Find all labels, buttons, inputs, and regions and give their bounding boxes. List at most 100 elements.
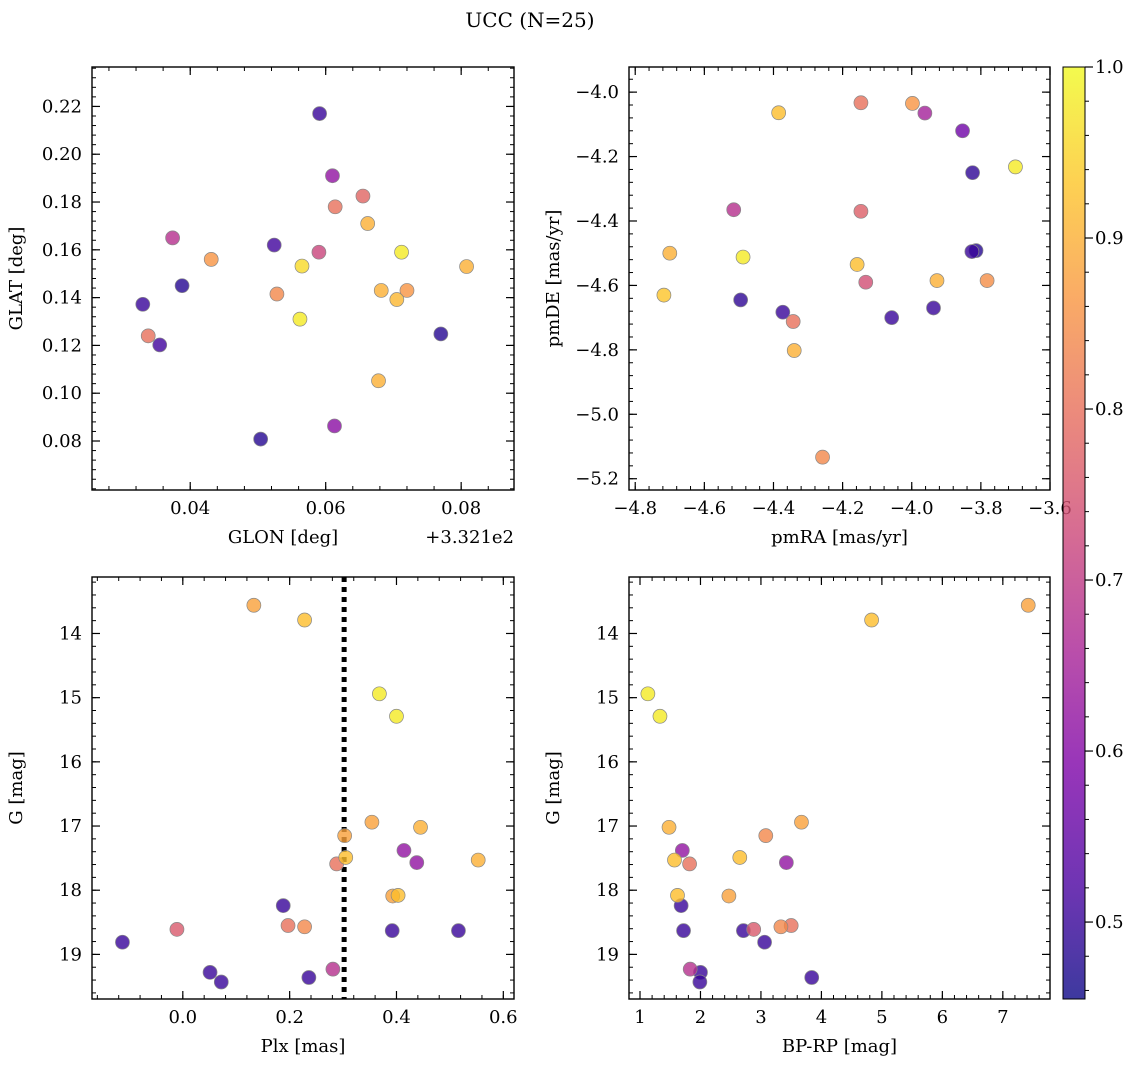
axes-frame bbox=[91, 66, 515, 491]
y-tick-label: −4.0 bbox=[575, 82, 619, 103]
data-point bbox=[312, 106, 327, 121]
data-point bbox=[165, 230, 180, 246]
y-tick-label: 18 bbox=[596, 880, 619, 901]
colorbar-tick-label: 0.9 bbox=[1095, 228, 1124, 249]
data-point bbox=[140, 328, 156, 344]
data-point bbox=[676, 923, 691, 938]
data-point bbox=[390, 887, 406, 903]
y-tick-label: −4.8 bbox=[575, 340, 619, 361]
data-point bbox=[294, 258, 310, 274]
data-point bbox=[979, 273, 995, 288]
x-tick-label: 1 bbox=[634, 1007, 645, 1028]
data-point bbox=[674, 843, 690, 858]
y-tick-label: −4.4 bbox=[575, 211, 619, 232]
data-point bbox=[864, 612, 879, 628]
data-point bbox=[169, 922, 185, 937]
data-point bbox=[372, 686, 387, 702]
data-point bbox=[721, 888, 737, 904]
data-point bbox=[360, 216, 376, 231]
y-tick-label: 0.08 bbox=[42, 431, 82, 452]
data-point bbox=[757, 934, 772, 950]
colorbar: 0.5 0.6 0.7 0.8 0.9 1.0 bbox=[1062, 57, 1124, 1000]
data-point bbox=[203, 252, 219, 267]
data-point bbox=[692, 974, 708, 990]
data-point bbox=[732, 850, 748, 865]
minor-ticks bbox=[92, 577, 514, 999]
y-tick-label: 16 bbox=[596, 752, 619, 773]
colorbar-tick-label: 0.8 bbox=[1095, 399, 1124, 420]
x-tick-label: 0.06 bbox=[306, 498, 346, 519]
data-point bbox=[384, 923, 400, 938]
data-point bbox=[773, 919, 789, 935]
figure-title: UCC (N=25) bbox=[465, 8, 594, 32]
scatter-points bbox=[640, 597, 1036, 990]
y-tick-label: 17 bbox=[596, 816, 619, 837]
panel-pmra-pmde: −4.8 −4.6 −4.4 −4.2 −4.0 −3.8 −3.6−5.2−5.0−4.8… bbox=[543, 66, 1072, 548]
data-point bbox=[917, 105, 933, 121]
data-point bbox=[735, 249, 751, 265]
panel-bprp-g: 1 2 3 4 5 6 7 14 15 16 17 18 19 BP-RP [mag] G [mag] bbox=[543, 576, 1051, 1057]
data-point bbox=[394, 244, 409, 260]
y-tick-label: −5.0 bbox=[575, 404, 619, 425]
minor-ticks bbox=[92, 67, 514, 490]
data-point bbox=[905, 96, 920, 111]
axes-frame bbox=[91, 576, 515, 1000]
colorbar-gradient bbox=[1062, 66, 1086, 1000]
data-point bbox=[1020, 597, 1036, 613]
y-tick-label: 15 bbox=[59, 688, 82, 709]
data-point bbox=[1008, 159, 1023, 175]
scatter-points bbox=[135, 106, 474, 447]
data-point bbox=[292, 311, 308, 327]
data-point bbox=[849, 257, 865, 272]
x-offset-label: +3.321e2 bbox=[425, 527, 514, 548]
data-point bbox=[202, 965, 218, 980]
data-point bbox=[929, 273, 945, 288]
x-axis: 0.0 0.2 0.4 0.6 bbox=[168, 577, 518, 1028]
data-point bbox=[785, 314, 801, 329]
data-point bbox=[656, 287, 672, 303]
y-tick-label: −5.2 bbox=[575, 469, 619, 490]
data-point bbox=[746, 922, 762, 937]
data-point bbox=[955, 123, 970, 139]
data-point bbox=[371, 373, 386, 389]
data-point bbox=[152, 337, 168, 353]
y-axis: 0.08 0.10 0.12 0.14 0.16 0.18 0.20 0.22 bbox=[42, 96, 514, 452]
data-point bbox=[470, 852, 486, 868]
y-tick-label: 14 bbox=[59, 623, 82, 644]
data-point bbox=[174, 278, 190, 294]
x-tick-label: 5 bbox=[876, 1007, 887, 1028]
y-tick-label: 0.12 bbox=[42, 335, 82, 356]
colorbar-tick-label: 0.5 bbox=[1095, 912, 1124, 933]
x-tick-label: −4.6 bbox=[682, 498, 726, 519]
colorbar-tick-label: 0.7 bbox=[1095, 570, 1124, 591]
panel-plx-g: 0.0 0.2 0.4 0.6 14 15 16 17 18 19 Plx [mas] G [mag] bbox=[6, 576, 518, 1057]
data-point bbox=[965, 165, 980, 181]
x-axis: 0.04 0.06 0.08 bbox=[170, 67, 481, 519]
data-point bbox=[682, 856, 697, 872]
y-tick-label: 19 bbox=[59, 944, 82, 965]
data-point bbox=[399, 283, 415, 298]
data-point bbox=[327, 418, 342, 434]
y-tick-label: 14 bbox=[596, 623, 619, 644]
data-point bbox=[775, 304, 791, 320]
colorbar-tick-label: 0.6 bbox=[1095, 741, 1124, 762]
y-tick-label: 16 bbox=[59, 752, 82, 773]
y-axis-label: G [mag] bbox=[543, 751, 564, 824]
data-point bbox=[246, 597, 262, 613]
y-tick-label: 17 bbox=[59, 816, 82, 837]
data-point bbox=[726, 202, 742, 218]
y-tick-label: 0.22 bbox=[42, 96, 82, 117]
x-axis: −4.8 −4.6 −4.4 −4.2 −4.0 −3.8 −3.6 bbox=[613, 67, 1072, 519]
data-point bbox=[758, 828, 774, 844]
x-axis-label: BP-RP [mag] bbox=[782, 1036, 897, 1057]
data-point bbox=[661, 819, 677, 835]
x-tick-label: −4.8 bbox=[613, 498, 657, 519]
data-point bbox=[853, 95, 869, 111]
data-point bbox=[301, 970, 317, 985]
colorbar-ticks: 0.5 0.6 0.7 0.8 0.9 1.0 bbox=[1085, 57, 1124, 991]
data-point bbox=[325, 168, 340, 184]
x-tick-label: 6 bbox=[937, 1007, 948, 1028]
x-tick-label: 2 bbox=[695, 1007, 706, 1028]
data-point bbox=[733, 292, 748, 308]
